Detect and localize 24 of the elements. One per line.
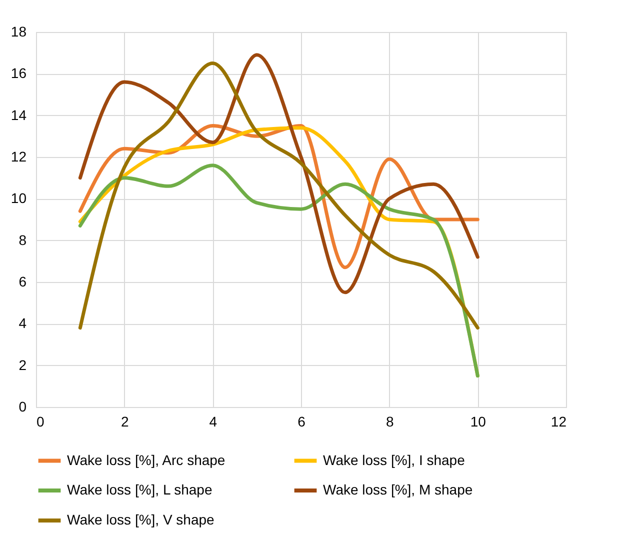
y-tick-label: 8 [18,232,27,248]
line-series [78,53,480,294]
x-tick-label: 0 [36,414,44,430]
legend-label: Wake loss [%], I shape [323,452,466,468]
y-tick-label: 12 [10,148,27,164]
y-tick-label: 0 [18,398,27,414]
y-tick-label: 6 [18,274,27,290]
y-tick-label: 2 [18,356,27,373]
y-tick-label: 10 [10,190,27,206]
legend-label: Wake loss [%], Arc shape [67,452,226,468]
x-tick-label: 8 [386,414,394,430]
legend-label: Wake loss [%], M shape [323,482,473,498]
x-tick-label: 10 [470,414,486,430]
legend-label: Wake loss [%], L shape [67,482,212,498]
legend-label: Wake loss [%], V shape [67,512,215,528]
x-tick-label: 6 [298,414,306,430]
line-series [78,62,480,330]
x-tick-label: 2 [120,414,129,430]
y-tick-label: 14 [10,106,27,123]
x-tick-label: 12 [550,414,567,430]
x-tick-label: 4 [209,414,218,430]
y-tick-label: 18 [10,24,27,40]
y-tick-label: 4 [18,315,27,332]
y-tick-label: 16 [10,65,27,82]
